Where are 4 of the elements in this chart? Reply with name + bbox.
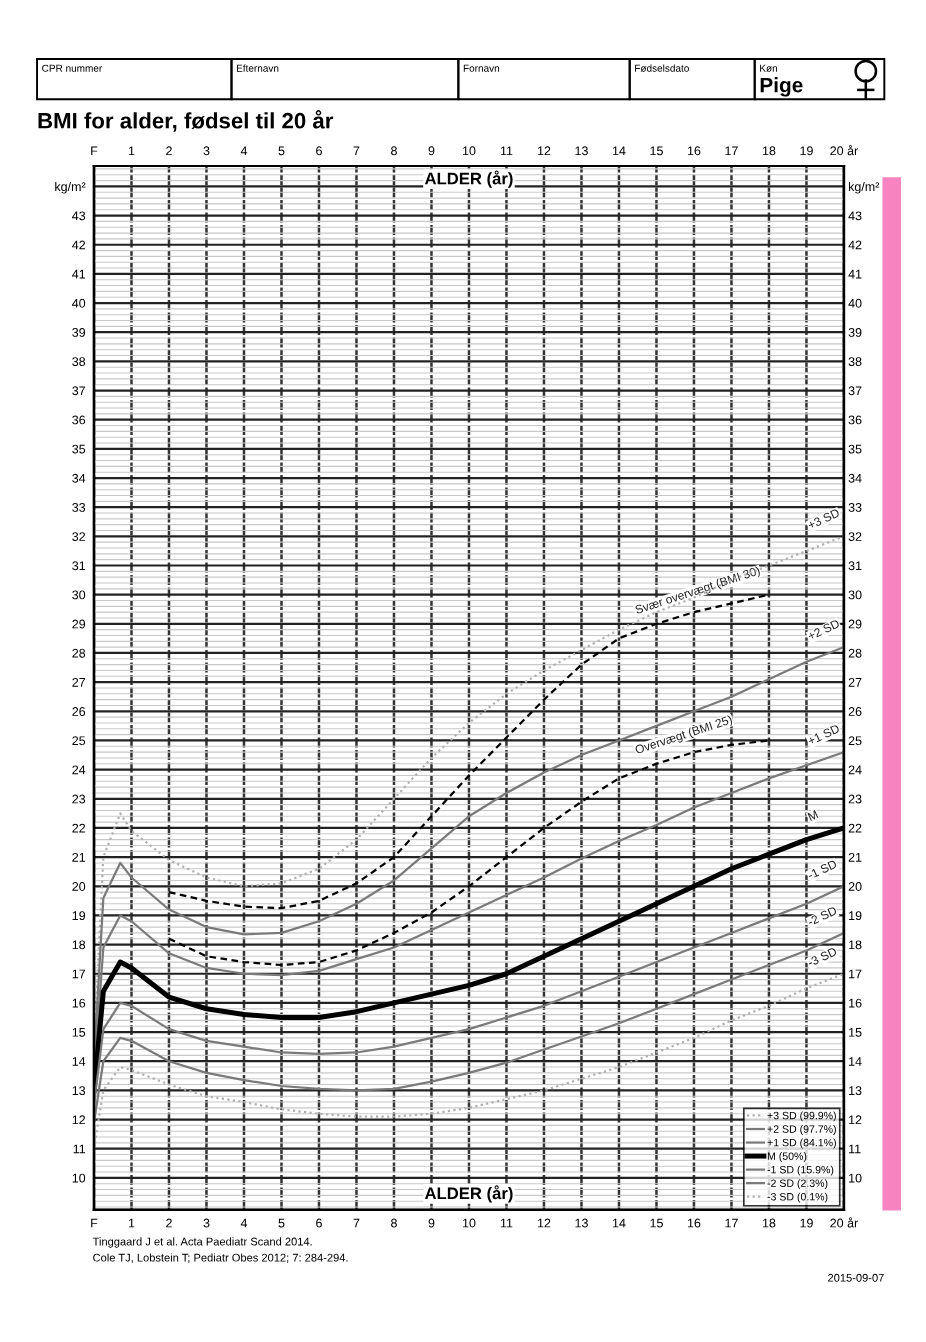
- text: ALDER (år): [424, 1185, 513, 1203]
- chart-title: BMI for alder, fødsel til 20 år: [38, 110, 334, 132]
- text: Pige: [760, 77, 803, 97]
- x-axis-title: ALDER (år): [424, 170, 513, 188]
